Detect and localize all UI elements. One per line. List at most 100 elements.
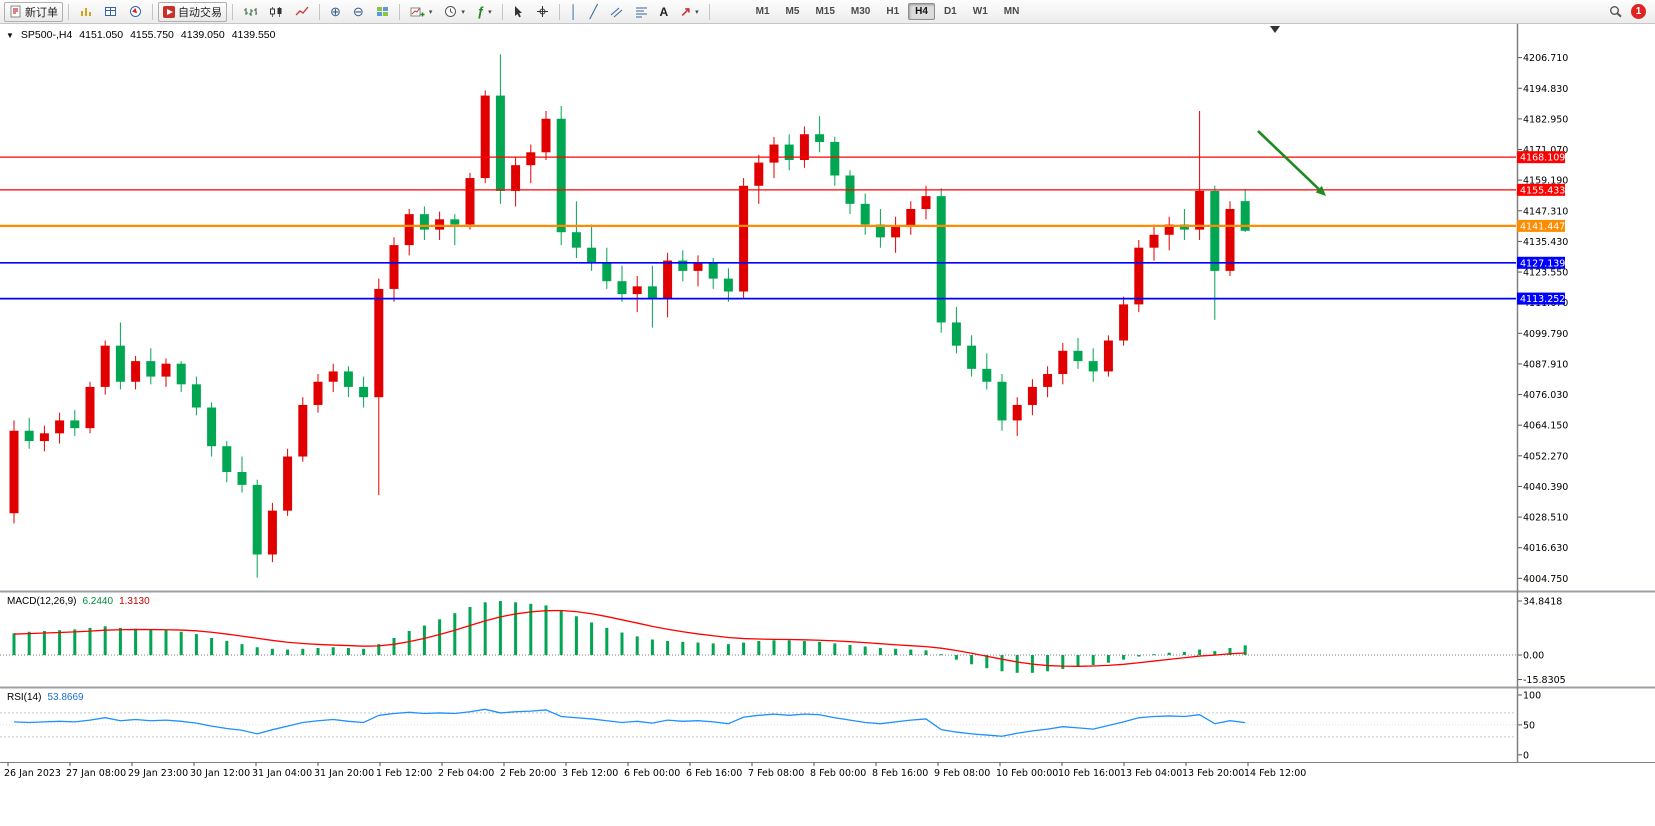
fibonacci-icon [635,7,647,17]
svg-text:31 Jan 04:00: 31 Jan 04:00 [252,768,312,779]
svg-text:7 Feb 08:00: 7 Feb 08:00 [748,768,804,779]
zoom-in-button[interactable]: ⊕ [325,2,346,22]
vertical-line-button[interactable]: │ [565,2,583,22]
crosshair-icon [536,6,548,17]
svg-text:3 Feb 12:00: 3 Feb 12:00 [562,768,618,779]
new-order-icon [10,5,21,18]
bar-chart-icon [244,7,257,16]
open-value: 4151.050 [79,29,124,41]
search-icon [1610,6,1622,18]
clock-icon [445,6,457,17]
rsi-value: 53.8669 [47,692,84,703]
horizontal-levels[interactable]: 4168.109 4155.433 4141.447 4127.139 4113.252 [0,151,1565,305]
time-axis[interactable]: 26 Jan 2023 27 Jan 08:00 29 Jan 23:00 30 Ja… [4,762,1306,779]
svg-text:100: 100 [1523,690,1541,701]
svg-text:0.00: 0.00 [1523,651,1544,662]
data-window-button[interactable] [99,2,122,22]
timeframe-h4-button[interactable]: H4 [908,3,935,20]
timeframe-m5-button[interactable]: M5 [779,3,807,20]
candlestick-chart-button[interactable] [264,2,288,22]
timeframe-m15-button[interactable]: M15 [808,3,841,20]
svg-text:10 Feb 16:00: 10 Feb 16:00 [1058,768,1120,779]
tile-windows-button[interactable] [371,2,394,22]
chart-caption: ▼ SP500-,H4 4151.050 4155.750 4139.050 4… [6,29,275,41]
timeframe-mn-button[interactable]: MN [997,3,1027,20]
indicators-icon: ƒ [476,4,485,19]
vertical-line-icon: │ [569,4,578,19]
market-watch-icon [81,8,91,16]
svg-text:34.8418: 34.8418 [1523,596,1562,607]
line-chart-button[interactable] [290,2,314,22]
svg-text:6 Feb 16:00: 6 Feb 16:00 [686,768,742,779]
timeframe-m30-button[interactable]: M30 [844,3,877,20]
panel-separators[interactable] [0,24,1655,763]
separator [501,3,503,20]
channel-button[interactable] [605,2,628,22]
svg-text:4159.190: 4159.190 [1523,176,1568,187]
timeframe-m1-button[interactable]: M1 [749,3,777,20]
autotrading-button[interactable]: 自动交易 [158,1,227,22]
macd-panel[interactable]: 34.8418 0.00 -15.8305 [0,596,1566,686]
svg-text:14 Feb 12:00: 14 Feb 12:00 [1244,768,1306,779]
rsi-panel[interactable]: 100 50 0 [0,690,1541,761]
svg-text:4194.830: 4194.830 [1523,84,1568,95]
new-chart-icon [410,7,425,16]
macd-caption: MACD(12,26,9) 6.2440 1.3130 [7,596,150,607]
separator [319,3,320,20]
svg-text:4040.390: 4040.390 [1523,482,1568,493]
candles-layer[interactable] [9,54,1250,578]
dropdown-caret: ▾ [695,8,699,16]
svg-text:4206.710: 4206.710 [1523,53,1568,64]
svg-text:4016.630: 4016.630 [1523,543,1568,554]
trend-arrow-annotation[interactable] [1257,130,1326,196]
svg-text:8 Feb 00:00: 8 Feb 00:00 [810,768,866,779]
zoom-out-button[interactable]: ⊖ [348,2,369,22]
svg-text:30 Jan 12:00: 30 Jan 12:00 [190,768,250,779]
arrow-tool-icon: ↗ [680,4,692,19]
chart-shift-marker[interactable] [1270,26,1280,33]
notification-badge[interactable]: 1 [1631,4,1646,19]
search-button[interactable] [1604,2,1628,22]
crosshair-button[interactable] [531,2,554,22]
svg-text:-15.8305: -15.8305 [1523,675,1566,686]
rsi-label: RSI(14) [7,692,42,703]
timeframe-h1-button[interactable]: H1 [879,3,906,20]
text-tool-button[interactable]: A [655,2,674,22]
timeframe-d1-button[interactable]: D1 [937,3,964,20]
timeframe-w1-button[interactable]: W1 [966,3,995,20]
bar-chart-button[interactable] [238,2,262,22]
separator [398,3,400,20]
svg-text:4141.447: 4141.447 [1520,221,1565,232]
svg-text:50: 50 [1523,720,1535,731]
price-axis[interactable]: 4206.710 4194.830 4182.950 4171.070 4159.190… [1518,53,1568,585]
arrows-tool-button[interactable]: ↗ ▾ [675,2,703,22]
svg-text:13 Feb 20:00: 13 Feb 20:00 [1182,768,1244,779]
svg-text:4135.430: 4135.430 [1523,237,1568,248]
profiles-button[interactable]: ▾ [439,2,470,22]
macd-signal-value: 1.3130 [119,596,150,607]
line-chart-icon [295,6,309,15]
tile-windows-icon [376,6,388,16]
indicators-button[interactable]: ƒ ▾ [472,2,497,22]
cursor-button[interactable] [508,2,529,22]
svg-text:4087.910: 4087.910 [1523,359,1568,370]
trendline-icon: ╱ [589,4,598,19]
channel-icon [610,7,622,17]
svg-text:1 Feb 12:00: 1 Feb 12:00 [376,768,432,779]
dropdown-caret: ▾ [461,8,465,16]
new-order-button[interactable]: 新订单 [4,1,63,22]
new-chart-button[interactable]: ▾ [405,2,438,22]
macd-main-value: 6.2440 [82,596,114,607]
svg-text:4168.109: 4168.109 [1520,153,1565,164]
trendline-button[interactable]: ╱ [585,2,603,22]
one-click-trading-toggle[interactable]: ▼ [6,30,14,40]
svg-text:4123.550: 4123.550 [1523,268,1568,279]
svg-text:4052.270: 4052.270 [1523,451,1568,462]
separator [152,3,153,20]
fibonacci-button[interactable] [630,2,653,22]
market-watch-button[interactable] [74,2,97,22]
navigator-button[interactable] [124,2,147,22]
new-order-label: 新订单 [25,6,58,19]
